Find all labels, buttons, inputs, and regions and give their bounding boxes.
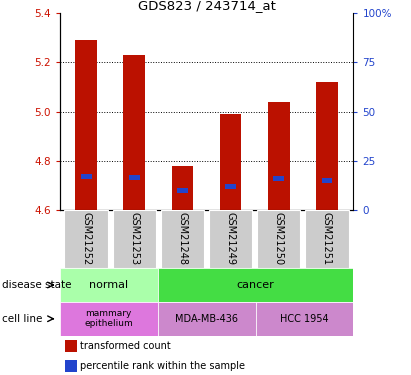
Text: GSM21249: GSM21249 [226,212,236,265]
Title: GDS823 / 243714_at: GDS823 / 243714_at [138,0,275,12]
Bar [65,360,77,372]
Bar [65,340,77,352]
Bar [172,166,193,210]
Bar [81,174,92,179]
Text: cell line: cell line [2,314,42,324]
Bar [129,175,140,180]
Text: normal: normal [89,280,128,290]
Text: GSM21252: GSM21252 [81,212,91,265]
Bar [225,184,236,189]
Bar [60,268,157,302]
Text: HCC 1954: HCC 1954 [280,314,329,324]
Bar [316,82,338,210]
Bar [65,210,108,268]
Bar [123,55,145,210]
Text: transformed count: transformed count [80,341,171,351]
Bar [209,210,252,268]
Bar [60,302,157,336]
Text: percentile rank within the sample: percentile rank within the sample [80,361,245,371]
Bar [220,114,241,210]
Text: GSM21248: GSM21248 [178,212,187,265]
Bar [161,210,204,268]
Text: MDA-MB-436: MDA-MB-436 [175,314,238,324]
Bar [75,40,97,210]
Bar [273,176,284,181]
Bar [268,102,290,210]
Bar [177,188,188,192]
Bar [113,210,156,268]
Text: GSM21250: GSM21250 [274,212,284,265]
Bar [157,302,256,336]
Bar [157,268,353,302]
Text: GSM21251: GSM21251 [322,212,332,265]
Bar [257,210,300,268]
Text: GSM21253: GSM21253 [129,212,139,265]
Text: disease state: disease state [2,280,72,290]
Bar [321,178,332,183]
Bar [256,302,353,336]
Bar [305,210,349,268]
Text: cancer: cancer [237,280,275,290]
Text: mammary
epithelium: mammary epithelium [84,309,133,328]
